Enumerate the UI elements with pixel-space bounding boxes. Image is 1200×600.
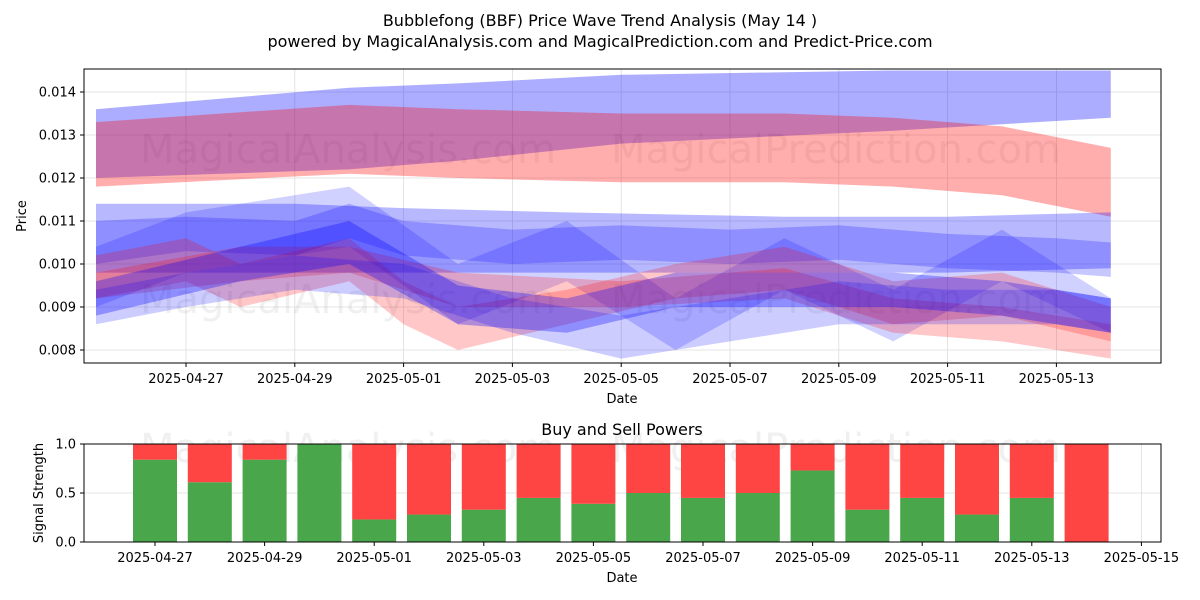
buy-sell-chart: Buy and Sell Powers MagicalAnalysis.com …	[32, 420, 1179, 586]
price-y-ticks: 0.008 0.009 0.010 0.011 0.012 0.013 0.014	[39, 86, 84, 359]
price-band-red	[96, 104, 1111, 217]
buy-sell-x-tick-label: 2025-05-07	[665, 551, 741, 566]
buy-bar	[242, 459, 287, 542]
buy-sell-x-tick-label: 2025-05-09	[775, 551, 851, 566]
buy-sell-x-tick-label: 2025-04-27	[117, 551, 193, 566]
buy-bar	[461, 509, 506, 542]
price-bands	[96, 70, 1111, 359]
buy-sell-x-tick-label: 2025-05-15	[1104, 551, 1180, 566]
sell-bar	[133, 444, 177, 460]
price-band-blue	[96, 255, 1111, 359]
buy-sell-x-tick-label: 2025-05-13	[994, 551, 1070, 566]
buy-bar	[516, 497, 561, 542]
buy-bar	[407, 514, 451, 542]
price-y-tick-label: 0.009	[39, 301, 76, 316]
buy-bar	[297, 444, 342, 542]
sell-bar	[845, 444, 890, 510]
price-band-blue	[96, 203, 1111, 273]
buy-sell-bars	[133, 444, 1109, 542]
buy-bar	[133, 459, 177, 542]
buy-bar	[1009, 497, 1054, 542]
buy-sell-title: Buy and Sell Powers	[541, 420, 703, 439]
sell-bar	[461, 444, 506, 510]
sell-bar	[352, 444, 397, 520]
watermark-right-lower: MagicalPrediction.com	[611, 277, 1061, 323]
watermark-left-lower: MagicalAnalysis.com	[140, 277, 556, 323]
sell-bar	[955, 444, 999, 515]
buy-bar	[352, 519, 397, 542]
buy-sell-y-axis-label: Signal Strength	[32, 443, 47, 543]
buy-sell-x-ticks: 2025-04-27 2025-04-29 2025-05-01 2025-05-03…	[117, 542, 1179, 566]
buy-sell-y-tick-label: 0.0	[55, 536, 76, 551]
price-y-axis-label: Price	[15, 200, 30, 232]
sell-bar	[790, 444, 835, 471]
price-x-tick-label: 2025-05-07	[692, 372, 768, 387]
sell-bar	[626, 444, 671, 493]
price-x-tick-label: 2025-04-27	[148, 372, 224, 387]
buy-bar	[187, 482, 232, 542]
sell-bar	[1009, 444, 1054, 498]
price-grid	[84, 69, 1161, 363]
price-band-blue	[96, 203, 1111, 277]
sell-bar	[900, 444, 945, 498]
price-band-blue	[96, 70, 1111, 178]
buy-bar	[955, 514, 999, 542]
price-y-tick-label: 0.010	[39, 258, 76, 273]
price-y-tick-label: 0.014	[39, 86, 76, 101]
buy-sell-y-ticks: 0.0 0.5 1.0	[55, 438, 84, 551]
buy-sell-x-tick-label: 2025-05-11	[884, 551, 960, 566]
price-wave-chart: MagicalAnalysis.com MagicalPrediction.co…	[15, 68, 1162, 407]
watermark-right: MagicalPrediction.com	[611, 127, 1061, 173]
buy-bar	[571, 503, 616, 542]
price-y-tick-label: 0.013	[39, 129, 76, 144]
main-subtitle: powered by MagicalAnalysis.com and Magic…	[267, 32, 932, 51]
main-title: Bubblefong (BBF) Price Wave Trend Analys…	[383, 11, 817, 30]
price-x-axis-label: Date	[606, 392, 637, 407]
sell-bar	[516, 444, 561, 498]
sell-bar	[735, 444, 780, 493]
sell-bar	[681, 444, 725, 498]
sell-bar	[407, 444, 451, 515]
buy-bar	[790, 470, 835, 542]
price-x-ticks: 2025-04-27 2025-04-29 2025-05-01 2025-05-03…	[148, 363, 1094, 387]
buy-bar	[900, 497, 945, 542]
buy-sell-x-tick-label: 2025-04-29	[227, 551, 303, 566]
buy-bar	[681, 497, 725, 542]
price-x-tick-label: 2025-05-03	[475, 372, 551, 387]
buy-sell-x-tick-label: 2025-05-03	[446, 551, 522, 566]
sell-bar	[571, 444, 616, 504]
price-x-tick-label: 2025-05-09	[801, 372, 877, 387]
price-y-tick-label: 0.011	[39, 215, 76, 230]
watermark-left: MagicalAnalysis.com	[140, 127, 556, 173]
price-band-red	[96, 246, 1111, 359]
price-watermarks: MagicalAnalysis.com MagicalPrediction.co…	[140, 127, 1061, 323]
sell-bar	[187, 444, 232, 483]
buy-sell-y-tick-label: 0.5	[55, 487, 76, 502]
price-x-tick-label: 2025-05-01	[366, 372, 442, 387]
buy-sell-y-tick-label: 1.0	[55, 438, 76, 453]
price-band-red	[96, 238, 1111, 350]
price-plot-frame	[83, 68, 1162, 364]
price-x-tick-label: 2025-05-13	[1019, 372, 1095, 387]
buy-sell-x-axis-label: Date	[606, 571, 637, 586]
buy-bar	[735, 493, 780, 542]
buy-bar	[845, 509, 890, 542]
price-y-tick-label: 0.008	[39, 344, 76, 359]
price-band-blue	[96, 221, 1111, 333]
price-band-blue	[96, 186, 1111, 350]
sell-bar	[1064, 444, 1109, 542]
price-x-tick-label: 2025-04-29	[257, 372, 333, 387]
buy-sell-x-tick-label: 2025-05-05	[556, 551, 632, 566]
buy-sell-x-tick-label: 2025-05-01	[336, 551, 412, 566]
buy-bar	[626, 493, 671, 542]
price-x-tick-label: 2025-05-11	[910, 372, 986, 387]
price-x-tick-label: 2025-05-05	[583, 372, 659, 387]
sell-bar	[242, 444, 287, 460]
price-y-tick-label: 0.012	[39, 172, 76, 187]
